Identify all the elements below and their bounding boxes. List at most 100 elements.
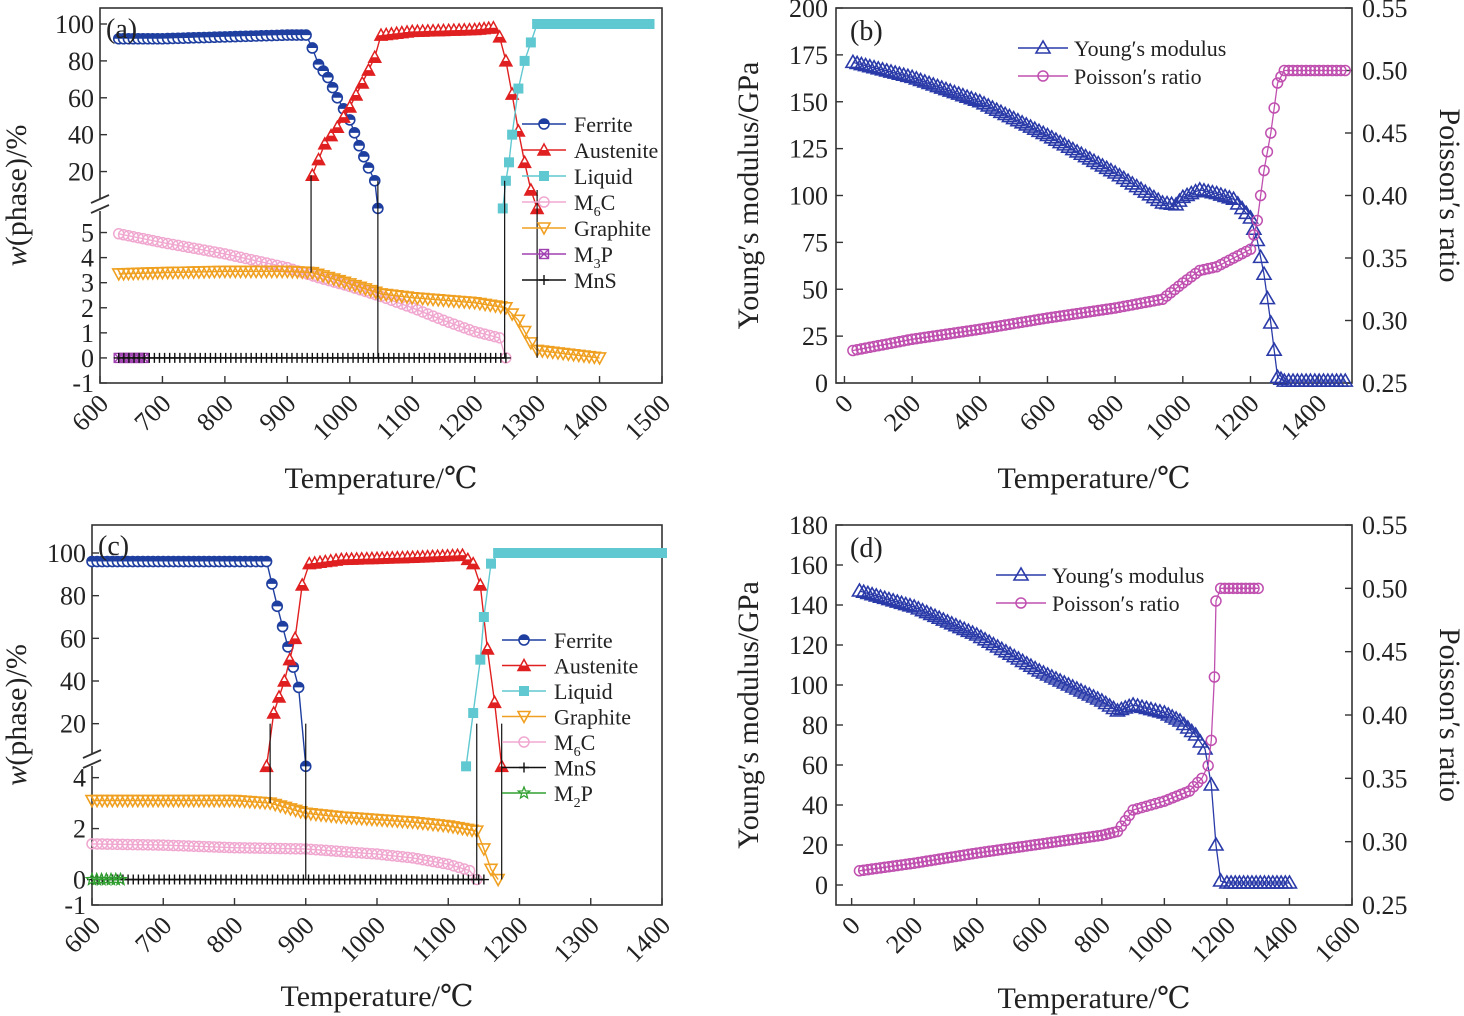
- legend-label-austenite: Austenite: [554, 654, 638, 679]
- y-tick-label: -1: [64, 891, 86, 920]
- series-poissons-ratio-point: [1058, 834, 1071, 847]
- series-youngs-modulus-point: [984, 99, 1001, 114]
- series-poissons-ratio-point: [1295, 64, 1308, 77]
- series-youngs-modulus-point: [1064, 140, 1082, 156]
- series-poissons-ratio-point: [1075, 307, 1088, 319]
- x-tick-label: 200: [880, 911, 928, 959]
- series-youngs-modulus-point: [897, 595, 915, 611]
- series-graphite-point: [283, 803, 298, 817]
- x-tick-label: 900: [272, 911, 320, 959]
- series-poissons-ratio-point: [945, 851, 958, 863]
- series-youngs-modulus-point: [926, 607, 944, 623]
- x-tick-label: 1200: [1184, 911, 1241, 968]
- x-tick-label: 1400: [557, 389, 614, 446]
- x-tick-label: 1500: [619, 389, 676, 446]
- y-tick-label: 100: [47, 539, 86, 568]
- series-poissons-ratio-point: [1088, 305, 1100, 317]
- y2-tick-label: 0.35: [1362, 244, 1408, 273]
- series-poissons-ratio-point: [1254, 189, 1267, 202]
- series-youngs-modulus-point: [1060, 138, 1078, 154]
- series-youngs-modulus-point: [872, 588, 889, 603]
- series-youngs-modulus-point: [1026, 120, 1044, 135]
- series-youngs-modulus-point: [1010, 650, 1027, 665]
- series-liquid-point: [478, 612, 489, 622]
- series-youngs-modulus-point: [1112, 700, 1130, 716]
- series-graphite-point: [304, 266, 320, 281]
- series-m6c-point: [432, 312, 444, 324]
- series-poissons-ratio-point: [950, 850, 962, 863]
- x-axis-label: Temperature/℃: [997, 982, 1190, 1015]
- series-poissons-ratio-point: [1079, 306, 1092, 319]
- series-poissons-ratio-point: [1143, 295, 1156, 308]
- series-austenite-point-fill: [306, 175, 319, 181]
- series-youngs-modulus-point: [1064, 678, 1082, 693]
- series-graphite-point: [517, 325, 532, 340]
- series-graphite-point: [352, 281, 368, 295]
- series-poissons-ratio-point: [1275, 71, 1287, 83]
- series-youngs-modulus-point: [907, 70, 925, 85]
- series-youngs-modulus-point: [1175, 715, 1193, 731]
- y-tick-label: 120: [789, 631, 828, 660]
- series-youngs-modulus-point: [1119, 172, 1137, 187]
- series-youngs-modulus-point: [1136, 183, 1154, 198]
- y2-tick-label: 0.35: [1362, 764, 1408, 793]
- series-poissons-ratio-point: [1208, 671, 1221, 683]
- x-tick-label: 1400: [1275, 389, 1332, 446]
- series-austenite-point-fill: [524, 190, 537, 195]
- series-poissons-ratio-point: [995, 319, 1007, 332]
- series-poissons-ratio-point: [1000, 843, 1012, 855]
- series-youngs-modulus-point: [1202, 776, 1220, 791]
- series-youngs-modulus-point: [946, 84, 963, 99]
- series-youngs-modulus-point: [993, 640, 1011, 656]
- y2-tick-label: 0.50: [1362, 57, 1408, 86]
- series-poissons-ratio-point: [1193, 264, 1206, 277]
- y-tick-label: 150: [789, 88, 828, 117]
- series-youngs-modulus-point: [1204, 184, 1221, 199]
- series-poissons-ratio-point: [1287, 64, 1299, 77]
- y-axis-label: w(phase)/%: [0, 125, 33, 267]
- series-poissons-ratio-point: [1004, 842, 1016, 855]
- series-ferrite-point-fill: [354, 140, 365, 146]
- series-poissons-ratio-point: [1339, 64, 1351, 77]
- series-poissons-ratio-point: [970, 847, 983, 859]
- series-poissons-ratio-point: [1335, 64, 1347, 77]
- series-youngs-modulus-point: [1022, 118, 1039, 133]
- series-poissons-ratio-point: [1054, 835, 1066, 847]
- series-youngs-modulus-point: [909, 600, 927, 615]
- series-graphite-line: [92, 799, 499, 880]
- y-tick-label: 25: [802, 322, 828, 351]
- y-tick-label: 200: [789, 0, 828, 23]
- series-graphite-point: [476, 843, 492, 857]
- legend-marker-fill: [539, 119, 549, 124]
- series-poissons-ratio-point: [1268, 102, 1280, 114]
- series-poissons-ratio-point: [990, 320, 1003, 333]
- series-liquid-point: [525, 37, 536, 48]
- series-youngs-modulus-point: [1145, 188, 1163, 204]
- x-tick-label: 1300: [548, 911, 605, 968]
- series-graphite-point: [337, 276, 352, 291]
- series-youngs-modulus-point: [1281, 874, 1298, 889]
- series-poissons-ratio-point: [1309, 64, 1321, 77]
- series-poissons-ratio-point: [881, 338, 893, 350]
- series-youngs-modulus-point: [876, 589, 894, 605]
- series-austenite-point-fill: [278, 681, 291, 686]
- series-poissons-ratio-point: [851, 343, 863, 356]
- series-poissons-ratio-point: [1252, 582, 1264, 595]
- series-youngs-modulus-point: [968, 626, 986, 641]
- series-graphite-point: [511, 314, 526, 328]
- series-youngs-modulus-point: [967, 91, 984, 107]
- series-graphite-line: [118, 270, 600, 359]
- series-graphite-point: [488, 300, 503, 314]
- series-youngs-modulus-point: [1132, 180, 1150, 196]
- series-austenite-point-fill: [337, 117, 350, 123]
- series-liquid-point: [486, 558, 496, 569]
- legend-marker: [536, 222, 552, 236]
- legend-label-graphite: Graphite: [554, 705, 631, 730]
- series-youngs-modulus-point: [1039, 126, 1056, 142]
- legend-label-rest: P: [581, 781, 593, 806]
- series-youngs-modulus-point: [1094, 157, 1111, 172]
- series-youngs-modulus-point: [1167, 196, 1185, 211]
- series-youngs-modulus-point: [955, 620, 973, 636]
- series-poissons-ratio-point: [872, 339, 885, 352]
